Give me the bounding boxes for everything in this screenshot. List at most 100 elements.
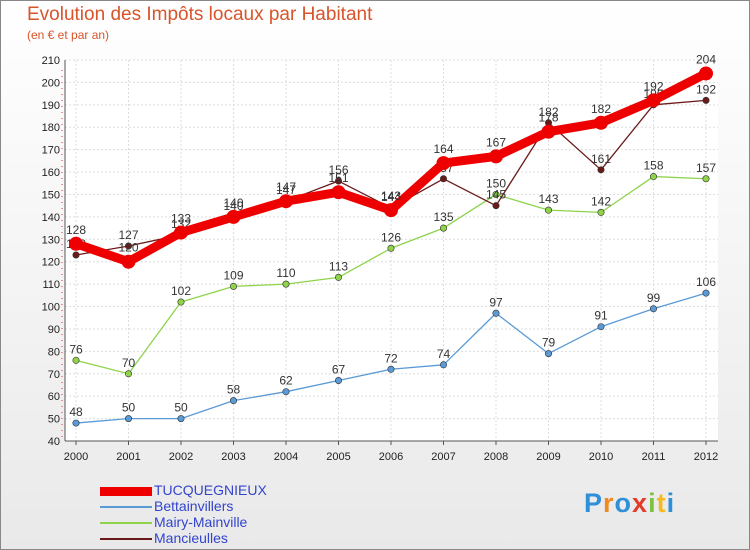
y-tick-label: 50 (48, 414, 60, 426)
data-label: 99 (647, 291, 661, 305)
chart-title: Evolution des Impôts locaux par Habitant (27, 4, 373, 25)
data-label: 126 (381, 230, 401, 244)
data-label: 76 (69, 342, 83, 356)
data-point (702, 289, 710, 297)
data-point (649, 305, 657, 313)
data-point (492, 202, 500, 210)
data-label: 50 (122, 401, 136, 415)
data-label: 157 (696, 161, 716, 175)
data-label: 67 (332, 362, 346, 376)
data-label: 178 (538, 111, 558, 125)
proxiti-logo: Proxiti (584, 488, 675, 519)
data-point (334, 376, 342, 384)
data-point (699, 66, 713, 81)
data-point (492, 190, 500, 198)
data-point (439, 361, 447, 369)
x-tick-label: 2000 (64, 451, 88, 463)
data-label: 62 (279, 374, 293, 388)
data-point (334, 177, 342, 185)
data-label: 110 (276, 266, 295, 280)
x-tick-label: 2009 (536, 451, 560, 463)
y-tick-label: 120 (42, 257, 60, 269)
data-label: 91 (594, 309, 608, 323)
data-label: 142 (591, 194, 611, 208)
data-label: 143 (538, 192, 558, 206)
data-point (597, 323, 605, 331)
y-tick-label: 170 (42, 145, 60, 157)
data-label: 192 (696, 82, 716, 96)
data-label: 79 (542, 336, 556, 350)
data-point (69, 236, 83, 251)
data-point (544, 350, 552, 358)
logo-letter: i (648, 488, 657, 518)
data-point (125, 370, 133, 378)
data-point (226, 209, 241, 224)
x-tick-label: 2002 (169, 451, 193, 463)
data-label: 182 (591, 102, 611, 116)
data-point (597, 166, 605, 174)
data-point (439, 224, 447, 232)
data-point (649, 173, 657, 181)
y-tick-label: 70 (48, 369, 60, 381)
data-point (541, 124, 556, 139)
data-label: 72 (384, 351, 398, 365)
data-point (594, 115, 608, 130)
x-tick-label: 2005 (326, 451, 350, 463)
data-point (177, 298, 185, 306)
data-point (492, 309, 500, 317)
x-tick-label: 2006 (379, 451, 403, 463)
data-point (72, 356, 80, 364)
data-point (72, 251, 80, 259)
data-label: 167 (486, 135, 506, 149)
data-label: 204 (696, 52, 716, 66)
y-tick-label: 190 (42, 100, 60, 112)
data-label: 113 (329, 259, 348, 273)
logo-letter: x (632, 488, 649, 518)
data-point (702, 96, 710, 104)
data-label: 50 (174, 401, 188, 415)
data-label: 182 (538, 105, 558, 119)
data-label: 158 (643, 159, 663, 173)
x-tick-label: 2001 (116, 451, 140, 463)
logo-letter: r (603, 488, 615, 518)
data-point (282, 388, 290, 396)
legend-swatch (100, 538, 152, 540)
x-tick-label: 2004 (274, 451, 298, 463)
data-label: 133 (171, 212, 191, 226)
legend-swatch (100, 506, 152, 508)
data-point (125, 242, 133, 250)
y-tick-label: 80 (48, 346, 60, 358)
data-point (72, 419, 80, 427)
data-label: 127 (118, 228, 138, 242)
x-tick-label: 2003 (221, 451, 245, 463)
data-label: 150 (486, 176, 506, 190)
series-mairy-mainville: 76 70 102 109 110 113 126 135 150 143 142 158 157 (69, 159, 716, 378)
x-tick-label: 2008 (484, 451, 508, 463)
data-label: 135 (433, 210, 453, 224)
data-label: 161 (591, 152, 611, 166)
data-point (702, 175, 710, 183)
data-label: 128 (66, 223, 86, 237)
data-label: 58 (227, 383, 241, 397)
data-point (489, 149, 503, 164)
data-point (230, 397, 238, 405)
logo-letter: o (614, 488, 633, 518)
data-label: 143 (381, 189, 401, 203)
data-label: 145 (486, 188, 506, 202)
legend-label: Bettainvillers (154, 498, 234, 514)
logo-letter: t (656, 488, 667, 518)
data-label: 192 (643, 79, 663, 93)
logo-letter: P (584, 488, 604, 518)
data-label: 70 (122, 356, 136, 370)
data-point (384, 203, 398, 218)
data-point (646, 93, 661, 108)
legend-label: Mancieulles (154, 530, 228, 546)
logo-letter: i (666, 488, 676, 518)
y-tick-label: 140 (42, 212, 60, 224)
data-label: 147 (276, 180, 296, 194)
data-label: 48 (69, 405, 83, 419)
data-label: 140 (223, 199, 243, 213)
y-tick-label: 90 (48, 324, 60, 336)
line-chart: 40 50 60 70 80 90 100 110 120 130 140 150 160 170 180 1… (42, 52, 719, 463)
chart-subtitle: (en € et par an) (27, 28, 110, 42)
